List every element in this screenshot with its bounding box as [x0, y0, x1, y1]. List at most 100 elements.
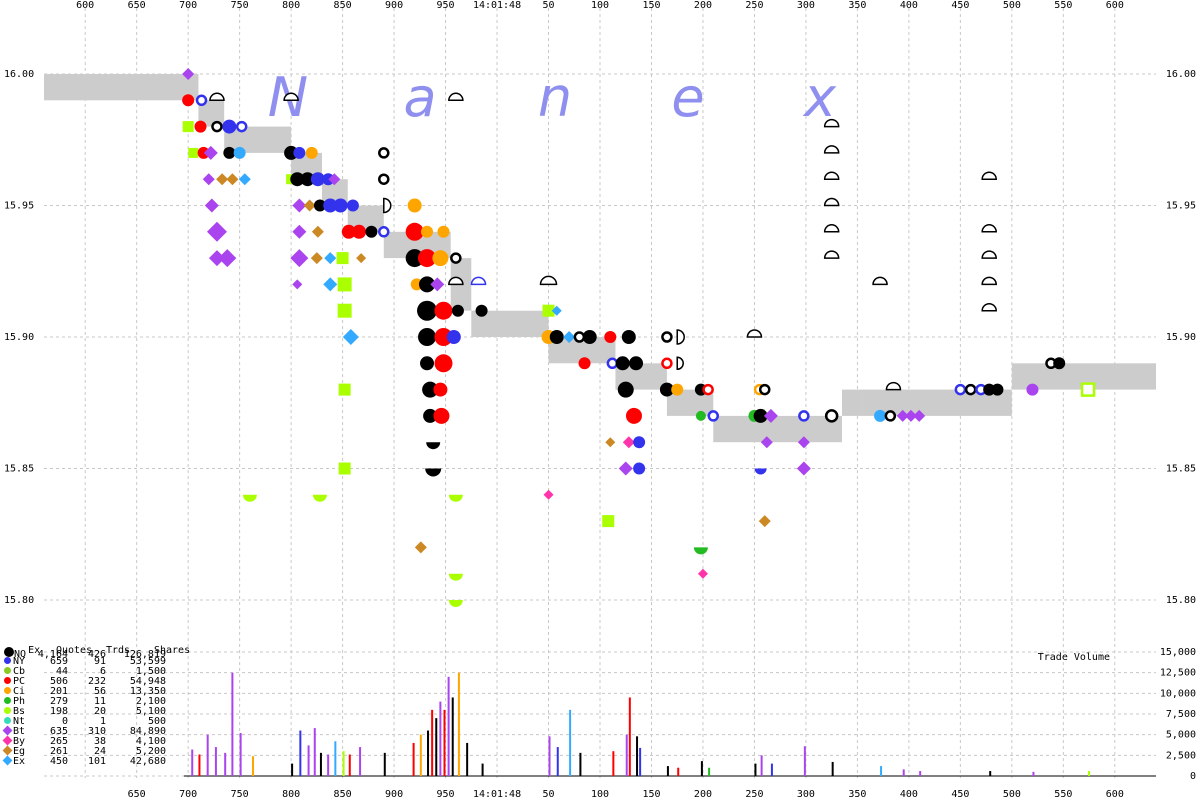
quote-circle: [341, 224, 356, 239]
legend-shares: 13,350: [129, 686, 166, 697]
quote-circle: [305, 146, 318, 159]
legend-header-shares: Shares: [153, 645, 191, 656]
quote-square: [337, 303, 352, 318]
legend-shares: 5,200: [135, 746, 166, 757]
volume-bar: [443, 709, 446, 776]
x-tick-label-bottom: 50: [542, 789, 554, 800]
quote-half-up: [470, 276, 487, 286]
quote-circle: [233, 146, 246, 159]
quote-circle: [625, 407, 642, 424]
quote-half-up: [209, 92, 225, 102]
volume-bar: [299, 730, 302, 776]
quote-half-up: [981, 250, 997, 259]
nbbo-segment: [713, 415, 842, 443]
volume-bar: [579, 752, 582, 776]
volume-bar: [760, 755, 763, 776]
legend-quotes: 659: [49, 656, 68, 667]
quote-diamond: [618, 461, 633, 476]
legend-row: Ci 201 56 13,350: [4, 687, 166, 697]
quote-circle: [313, 199, 326, 212]
volume-bar: [383, 752, 386, 776]
legend-swatch-icon: [2, 755, 13, 766]
volume-tick-label: 15,000: [1160, 647, 1196, 658]
volume-bar: [348, 754, 351, 776]
quote-circle: [451, 304, 464, 317]
quote-diamond: [292, 279, 303, 290]
legend-shares: 42,680: [129, 756, 166, 767]
quote-half-down: [312, 494, 327, 502]
volume-bar: [880, 766, 883, 776]
legend-swatch-icon: [4, 697, 11, 704]
legend-exchange: PC: [4, 677, 28, 687]
quote-half-up: [823, 118, 840, 128]
x-tick-label-top: 400: [900, 0, 918, 11]
legend-header-trades: Trds: [106, 645, 131, 656]
quote-circle: [421, 225, 434, 238]
quote-half-up: [823, 171, 840, 180]
legend-row: Nt 0 1 500: [4, 717, 166, 727]
quote-ring: [235, 120, 248, 133]
quote-diamond: [292, 224, 307, 239]
x-tick-label-bottom: 100: [591, 789, 609, 800]
quote-circle: [197, 146, 210, 159]
x-tick-label-top: 14:01:48: [473, 0, 521, 11]
nbbo-segment: [44, 74, 199, 101]
y-tick-label-left: 16.00: [4, 69, 34, 80]
legend-exchange: Nt: [4, 717, 28, 727]
volume-bar: [989, 771, 992, 776]
legend-exchange-label: Ph: [13, 696, 26, 707]
volume-bar: [319, 752, 322, 776]
volume-bar: [919, 771, 922, 776]
y-tick-label-left: 15.80: [4, 595, 34, 606]
legend-shares: 4,100: [135, 736, 166, 747]
quote-half-up: [823, 197, 840, 207]
quote-circle: [621, 330, 636, 344]
legend-row: Ex 450 101 42,680: [2, 755, 166, 767]
volume-bar: [628, 697, 631, 776]
legend-swatch-icon: [4, 717, 11, 724]
quote-ring: [378, 173, 390, 185]
volume-tick-label: 7,500: [1166, 709, 1196, 720]
quote-square: [602, 515, 615, 528]
volume-bar: [291, 763, 294, 776]
tick-labels: 600 650 700 750 800 850 900 950 14:01:48 50 100 150…: [4, 0, 1196, 800]
x-tick-label-bottom: 450: [951, 789, 969, 800]
legend-shares: 500: [147, 716, 166, 727]
volume-tick-label: 12,500: [1160, 668, 1196, 679]
x-tick-label-top: 100: [591, 0, 609, 11]
quote-ring: [573, 331, 586, 343]
quote-circle: [629, 356, 644, 371]
quote-square: [337, 277, 352, 292]
quote-half-up: [823, 145, 840, 154]
quote-diamond: [356, 253, 367, 264]
quote-ring: [378, 226, 390, 238]
quote-circle: [633, 436, 646, 449]
volume-bar: [412, 742, 415, 776]
volume-bar: [307, 745, 310, 776]
quote-diamond: [218, 249, 237, 268]
legend-exchange-label: NY: [13, 656, 26, 667]
volume-bar: [754, 763, 757, 776]
legend-swatch-icon: [2, 735, 13, 746]
quote-diamond: [797, 436, 810, 449]
quote-square: [182, 121, 194, 133]
quote-half-up: [981, 302, 997, 312]
legend-exchange-label: Ci: [13, 686, 26, 697]
volume-bar: [439, 701, 442, 776]
quote-circle: [437, 225, 450, 238]
x-tick-label-top: 550: [1054, 0, 1072, 11]
quote-half-up: [823, 224, 840, 233]
quote-square: [336, 252, 349, 265]
quote-diamond: [342, 329, 359, 345]
volume-bar: [313, 728, 316, 776]
legend-swatch-icon: [2, 745, 13, 756]
quote-circle: [333, 198, 348, 213]
quote-circle: [695, 410, 706, 421]
legend-swatch-icon: [4, 667, 11, 674]
volume-tick-label: 5,000: [1166, 730, 1196, 741]
volume-bars: [184, 672, 1156, 777]
quote-diamond: [605, 437, 616, 448]
legend-exchange-label: PC: [13, 676, 26, 687]
